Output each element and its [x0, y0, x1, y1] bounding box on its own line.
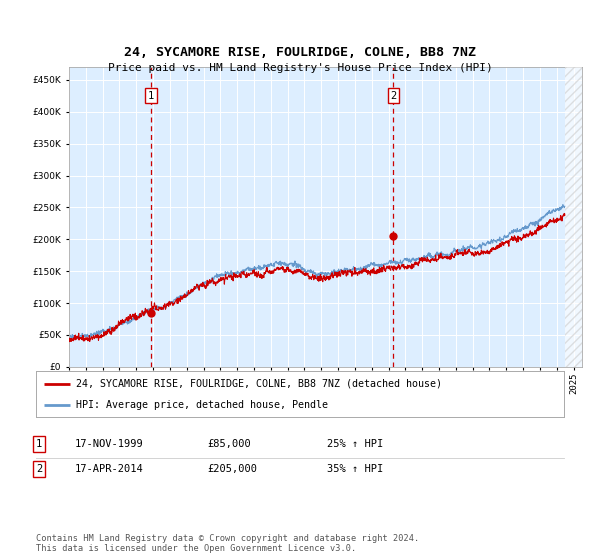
Text: 17-APR-2014: 17-APR-2014 [75, 464, 144, 474]
Text: 2: 2 [391, 91, 397, 101]
Text: Price paid vs. HM Land Registry's House Price Index (HPI): Price paid vs. HM Land Registry's House … [107, 63, 493, 73]
Bar [565, 67, 582, 367]
Text: 35% ↑ HPI: 35% ↑ HPI [327, 464, 383, 474]
Text: 24, SYCAMORE RISE, FOULRIDGE, COLNE, BB8 7NZ (detached house): 24, SYCAMORE RISE, FOULRIDGE, COLNE, BB8… [76, 379, 442, 389]
Text: 1: 1 [148, 91, 154, 101]
Text: 24, SYCAMORE RISE, FOULRIDGE, COLNE, BB8 7NZ: 24, SYCAMORE RISE, FOULRIDGE, COLNE, BB8… [124, 46, 476, 59]
Text: 1: 1 [36, 439, 42, 449]
Text: 2: 2 [36, 464, 42, 474]
Text: £205,000: £205,000 [207, 464, 257, 474]
Text: 17-NOV-1999: 17-NOV-1999 [75, 439, 144, 449]
Text: Contains HM Land Registry data © Crown copyright and database right 2024.
This d: Contains HM Land Registry data © Crown c… [36, 534, 419, 553]
Text: £85,000: £85,000 [207, 439, 251, 449]
Text: HPI: Average price, detached house, Pendle: HPI: Average price, detached house, Pend… [76, 400, 328, 410]
Text: 25% ↑ HPI: 25% ↑ HPI [327, 439, 383, 449]
